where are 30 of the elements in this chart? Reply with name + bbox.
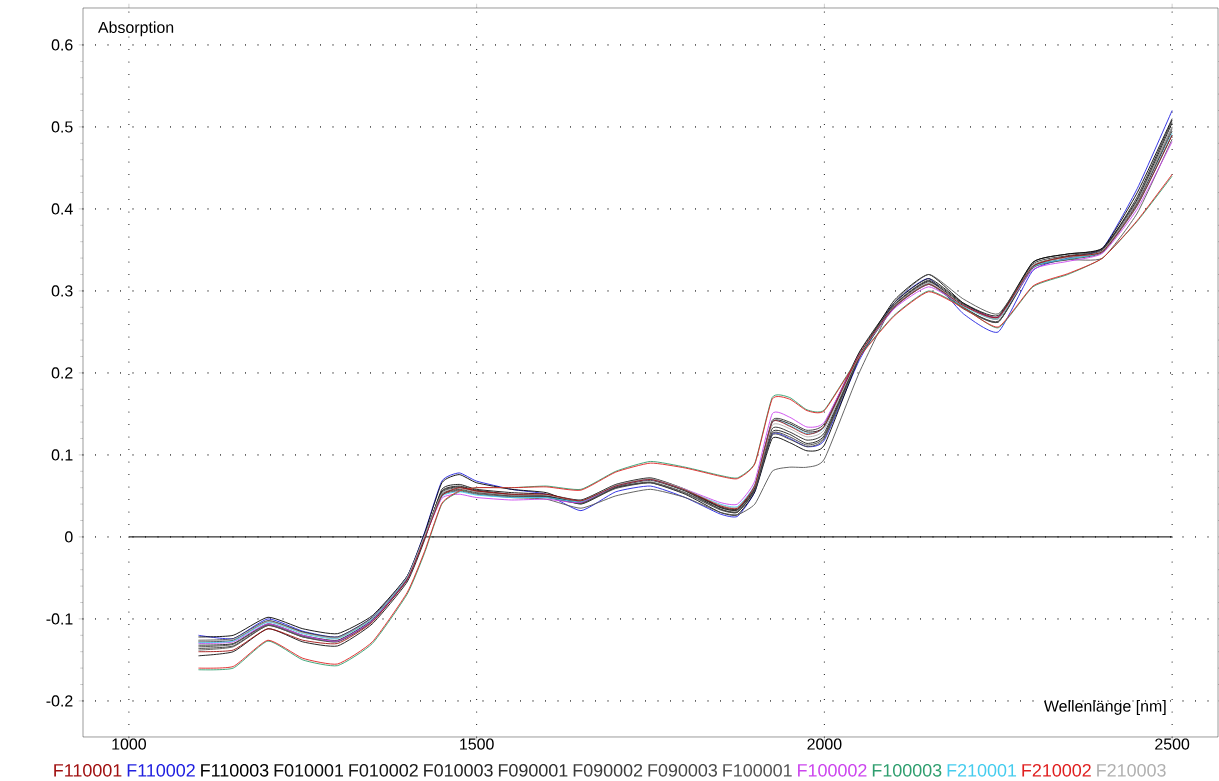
text: F010001 (274, 763, 344, 777)
text: F210001 (947, 763, 1017, 777)
y-tick-label: 0.5 (51, 121, 73, 133)
y-tick-label: 0.6 (51, 39, 73, 51)
y-tick-label: -0.1 (46, 613, 73, 625)
text: F100002 (798, 763, 867, 777)
text: F110001 (54, 763, 122, 777)
text: F090002 (573, 763, 643, 777)
text: F090001 (498, 763, 568, 777)
y-axis-title: Absorption (97, 21, 174, 37)
y-tick-label: 0.4 (51, 203, 73, 215)
text: F210002 (1022, 763, 1091, 777)
text: F110002 (127, 763, 195, 777)
y-tick-label: -0.2 (46, 695, 73, 707)
y-tick-label: 0.3 (51, 285, 73, 297)
x-axis-title: Wellenlänge [nm] (1043, 700, 1166, 715)
text: F210003 (1097, 763, 1166, 777)
text: F110003 (201, 763, 269, 777)
x-tick-label: 2500 (1155, 738, 1190, 750)
x-tick-label: 1000 (112, 738, 146, 750)
y-tick-label: 0 (65, 531, 73, 543)
x-tick-label: 1500 (460, 738, 494, 750)
text: F010003 (424, 763, 493, 777)
text: F100001 (723, 763, 792, 777)
text: F090003 (648, 763, 718, 777)
text: F010002 (349, 763, 418, 777)
y-tick-label: 0.2 (51, 367, 73, 379)
x-tick-label: 2000 (807, 738, 842, 750)
text: F100003 (872, 763, 942, 777)
y-tick-label: 0.1 (51, 449, 73, 461)
